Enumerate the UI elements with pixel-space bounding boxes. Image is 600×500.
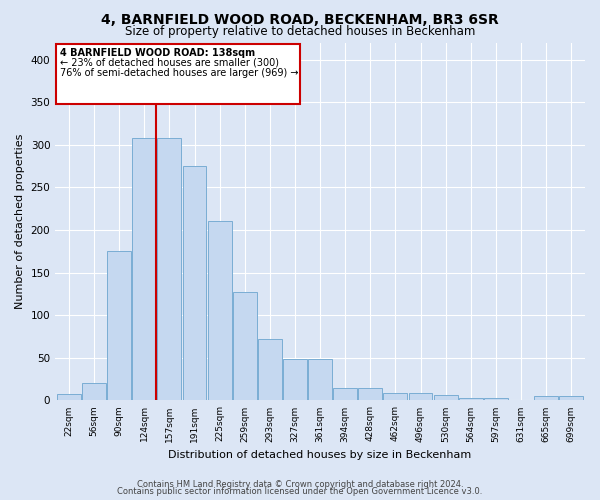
Bar [434,396,458,400]
Bar [233,292,257,401]
Bar [182,166,206,400]
Bar [559,396,583,400]
Bar [534,396,558,400]
Text: Size of property relative to detached houses in Beckenham: Size of property relative to detached ho… [125,25,475,38]
Bar [57,394,81,400]
Text: 4 BARNFIELD WOOD ROAD: 138sqm: 4 BARNFIELD WOOD ROAD: 138sqm [60,48,256,58]
Bar [409,393,433,400]
Bar [459,398,482,400]
Bar [333,388,357,400]
Bar [308,358,332,401]
Bar [157,138,181,400]
Text: ← 23% of detached houses are smaller (300): ← 23% of detached houses are smaller (30… [60,58,279,68]
Bar [82,382,106,400]
Y-axis label: Number of detached properties: Number of detached properties [15,134,25,309]
Bar [107,252,131,400]
X-axis label: Distribution of detached houses by size in Beckenham: Distribution of detached houses by size … [169,450,472,460]
Bar [383,393,407,400]
Bar [484,398,508,400]
Bar [208,222,232,400]
Text: Contains public sector information licensed under the Open Government Licence v3: Contains public sector information licen… [118,488,482,496]
Text: 4, BARNFIELD WOOD ROAD, BECKENHAM, BR3 6SR: 4, BARNFIELD WOOD ROAD, BECKENHAM, BR3 6… [101,12,499,26]
Bar [358,388,382,400]
Bar [258,339,282,400]
Bar [283,358,307,401]
Text: 76% of semi-detached houses are larger (969) →: 76% of semi-detached houses are larger (… [60,68,299,78]
FancyBboxPatch shape [56,44,300,104]
Text: Contains HM Land Registry data © Crown copyright and database right 2024.: Contains HM Land Registry data © Crown c… [137,480,463,489]
Bar [133,138,156,400]
